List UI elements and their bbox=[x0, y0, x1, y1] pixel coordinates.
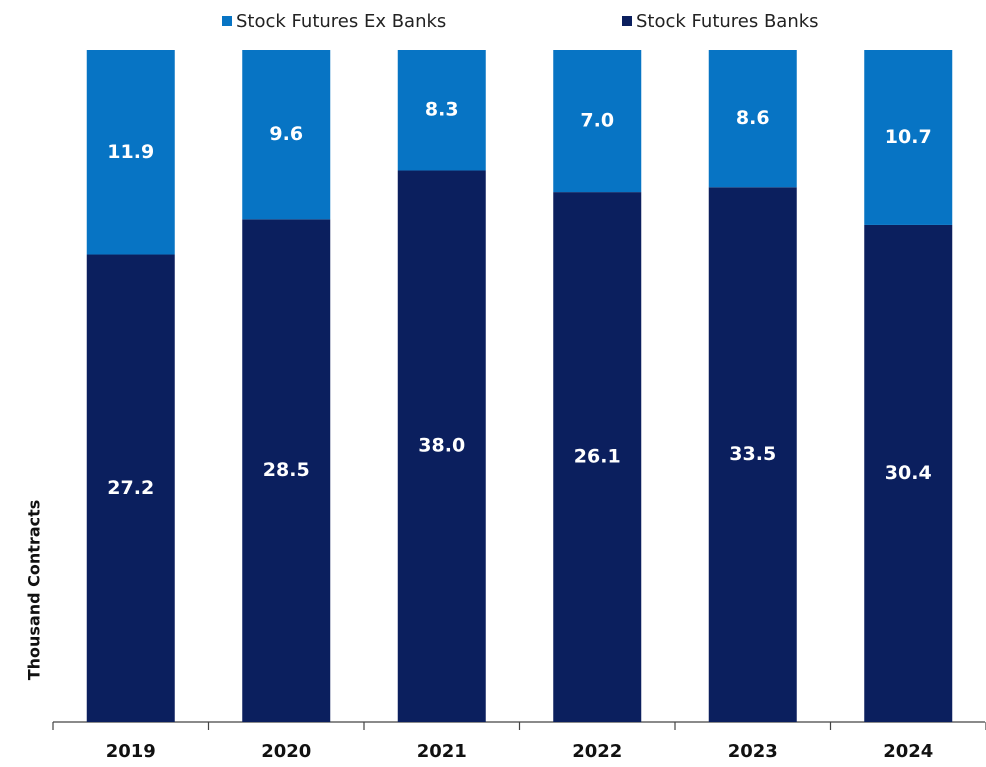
bar-segment bbox=[864, 224, 953, 722]
x-tick-label: 2021 bbox=[417, 741, 467, 762]
bar-segment bbox=[708, 50, 797, 188]
bar-segment bbox=[553, 192, 642, 722]
bar-segment bbox=[864, 50, 953, 225]
bar-segment bbox=[708, 187, 797, 722]
data-label: 33.5 bbox=[729, 443, 776, 465]
x-tick-label: 2024 bbox=[883, 741, 933, 762]
x-tick-label: 2022 bbox=[572, 741, 622, 762]
bar-segment bbox=[242, 50, 331, 220]
data-label: 28.5 bbox=[263, 459, 310, 481]
legend-label: Stock Futures Ex Banks bbox=[236, 11, 446, 32]
legend-label: Stock Futures Banks bbox=[636, 11, 819, 32]
x-tick-label: 2019 bbox=[106, 741, 156, 762]
data-label: 7.0 bbox=[580, 110, 614, 132]
data-label: 38.0 bbox=[418, 435, 465, 457]
data-label: 11.9 bbox=[107, 141, 154, 163]
bar-segment bbox=[553, 50, 642, 193]
legend-swatch bbox=[222, 16, 232, 26]
legend-swatch bbox=[622, 16, 632, 26]
bar-segment bbox=[397, 50, 486, 171]
data-label: 30.4 bbox=[885, 462, 932, 484]
data-label: 8.6 bbox=[736, 107, 770, 129]
bar-segment bbox=[242, 219, 331, 723]
x-tick-label: 2020 bbox=[261, 741, 311, 762]
data-label: 27.2 bbox=[107, 477, 154, 499]
x-tick-label: 2023 bbox=[728, 741, 778, 762]
bar-segment bbox=[86, 254, 175, 723]
data-label: 8.3 bbox=[425, 99, 459, 121]
data-label: 26.1 bbox=[574, 446, 621, 468]
data-label: 10.7 bbox=[885, 126, 932, 148]
bar-segment bbox=[86, 50, 175, 255]
y-axis-title: Thousand Contracts bbox=[25, 500, 44, 681]
bar-segment bbox=[397, 170, 486, 722]
data-label: 9.6 bbox=[269, 123, 303, 145]
